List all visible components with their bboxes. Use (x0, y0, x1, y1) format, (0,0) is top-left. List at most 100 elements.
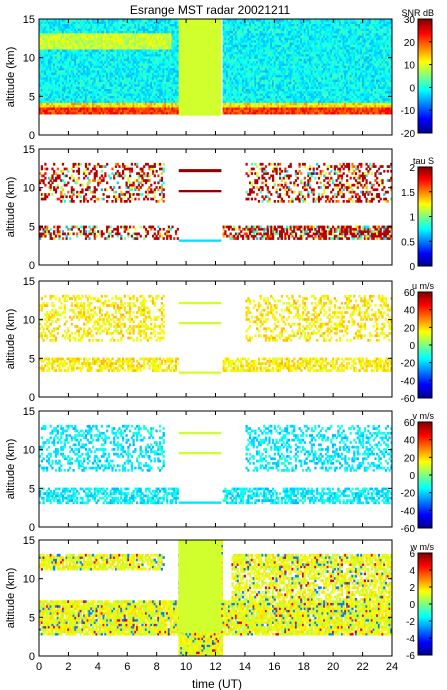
heatmap-cell (93, 109, 96, 113)
heatmap-cell (176, 84, 179, 87)
heatmap-cell (65, 35, 68, 38)
heatmap-cell (77, 26, 80, 29)
heatmap-cell (60, 19, 63, 22)
heatmap-cell (61, 42, 65, 45)
heatmap-cell (47, 30, 50, 34)
heatmap-cell (67, 49, 70, 52)
heatmap-cell (84, 51, 88, 55)
heatmap-cell (88, 63, 91, 66)
heatmap-cell (79, 39, 82, 43)
heatmap-cell (42, 60, 45, 64)
figure-title: Esrange MST radar 20021211 (130, 3, 291, 17)
heatmap-cell (70, 19, 73, 22)
heatmap-cell (69, 32, 72, 36)
heatmap-cell (72, 44, 75, 48)
heatmap-cell (176, 42, 179, 45)
heatmap-cell (40, 21, 43, 24)
heatmap-cell (76, 37, 79, 41)
heatmap-cell (42, 35, 45, 38)
heatmap-cell (76, 30, 79, 34)
heatmap-cell (77, 42, 80, 45)
heatmap-cell (79, 51, 82, 55)
heatmap-cell (79, 44, 82, 48)
heatmap-cell (67, 97, 70, 101)
heatmap-cell (51, 37, 54, 41)
heatmap-cell (81, 77, 84, 80)
heatmap-cell (60, 63, 63, 66)
heatmap-cell (40, 93, 43, 96)
heatmap-cell (76, 81, 79, 85)
heatmap-cell (79, 37, 82, 41)
heatmap-cell (74, 21, 77, 24)
heatmap-cell (90, 35, 93, 38)
heatmap-cell (65, 30, 68, 34)
heatmap-cell (70, 56, 73, 59)
heatmap-cell (70, 30, 73, 34)
heatmap-cell (40, 65, 43, 69)
heatmap-cell (46, 102, 49, 106)
heatmap-cell (176, 37, 179, 41)
heatmap-cell (60, 37, 63, 41)
heatmap-cell (51, 104, 54, 108)
heatmap-cell (90, 53, 93, 57)
heatmap-cell (42, 90, 45, 94)
heatmap-cell (67, 104, 70, 108)
heatmap-cell (77, 46, 80, 50)
heatmap-cell (63, 39, 66, 43)
heatmap-cell (42, 32, 45, 36)
heatmap-cell (42, 97, 45, 101)
heatmap-cell (67, 46, 70, 50)
heatmap-cell (88, 30, 91, 34)
heatmap-cell (86, 51, 89, 55)
heatmap-cell (92, 111, 95, 115)
heatmap-cell (65, 100, 68, 103)
heatmap-cell (81, 67, 84, 71)
heatmap-cell (65, 77, 68, 80)
heatmap-cell (83, 90, 86, 94)
heatmap-cell (60, 21, 63, 24)
heatmap-cell (40, 28, 43, 31)
heatmap-cell (46, 63, 49, 66)
heatmap-cell (88, 70, 91, 73)
heatmap-cell (84, 53, 88, 57)
heatmap-cell (92, 93, 95, 96)
heatmap-cell (53, 56, 56, 59)
heatmap-cell (81, 90, 84, 94)
heatmap-cell (88, 46, 91, 50)
heatmap-cell (61, 19, 65, 22)
heatmap-cell (84, 58, 88, 62)
heatmap-cell (44, 65, 47, 69)
heatmap-cell (176, 97, 179, 101)
heatmap-cell (58, 86, 61, 89)
heatmap-cell (54, 63, 58, 66)
heatmap-cell (93, 32, 96, 36)
heatmap-cell (58, 60, 61, 64)
heatmap-cell (53, 26, 56, 29)
heatmap-cell (49, 70, 52, 73)
heatmap-cell (54, 23, 58, 27)
heatmap-cell (44, 28, 47, 31)
heatmap-cell (53, 51, 56, 55)
heatmap-cell (93, 74, 96, 78)
heatmap-cell (69, 19, 72, 22)
heatmap-cell (69, 56, 72, 59)
heatmap-cell (44, 21, 47, 24)
heatmap-cell (77, 19, 80, 22)
heatmap-cell (49, 46, 52, 50)
heatmap-cell (72, 58, 75, 62)
heatmap-cell (83, 53, 86, 57)
heatmap-cell (49, 21, 52, 24)
heatmap-cell (93, 90, 96, 94)
heatmap-cell (81, 104, 84, 108)
heatmap-cell (39, 44, 42, 48)
heatmap-cell (93, 102, 96, 106)
heatmap-cell (53, 58, 56, 62)
heatmap-cell (42, 109, 45, 113)
heatmap-cell (72, 79, 75, 82)
heatmap-cell (60, 88, 63, 92)
heatmap-cell (81, 111, 84, 115)
heatmap-cell (39, 39, 42, 43)
heatmap-cell (88, 21, 91, 24)
heatmap-cell (44, 84, 47, 87)
heatmap-cell (69, 90, 72, 94)
